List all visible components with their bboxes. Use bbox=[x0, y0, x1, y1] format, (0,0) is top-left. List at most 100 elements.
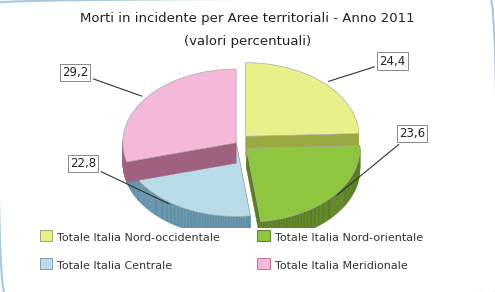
Polygon shape bbox=[134, 175, 135, 196]
Polygon shape bbox=[304, 211, 305, 232]
Polygon shape bbox=[131, 170, 132, 192]
Polygon shape bbox=[145, 187, 146, 208]
Polygon shape bbox=[130, 169, 131, 190]
Polygon shape bbox=[269, 220, 271, 241]
Polygon shape bbox=[216, 215, 218, 236]
Polygon shape bbox=[227, 216, 229, 237]
Polygon shape bbox=[246, 133, 359, 157]
Polygon shape bbox=[153, 193, 155, 214]
Polygon shape bbox=[345, 184, 346, 205]
Polygon shape bbox=[226, 216, 227, 237]
Polygon shape bbox=[198, 212, 200, 233]
Polygon shape bbox=[191, 210, 193, 231]
Polygon shape bbox=[239, 216, 241, 237]
Polygon shape bbox=[158, 196, 159, 218]
Polygon shape bbox=[224, 216, 226, 237]
Polygon shape bbox=[161, 198, 162, 219]
Polygon shape bbox=[329, 198, 330, 219]
Polygon shape bbox=[344, 185, 345, 206]
Polygon shape bbox=[242, 216, 244, 237]
Polygon shape bbox=[188, 209, 190, 230]
Polygon shape bbox=[132, 172, 133, 193]
Polygon shape bbox=[325, 201, 327, 222]
Polygon shape bbox=[214, 215, 216, 236]
Polygon shape bbox=[246, 216, 247, 237]
Polygon shape bbox=[350, 177, 351, 198]
Polygon shape bbox=[276, 219, 277, 240]
Polygon shape bbox=[272, 220, 274, 241]
Polygon shape bbox=[290, 216, 292, 237]
Polygon shape bbox=[318, 205, 319, 226]
Polygon shape bbox=[305, 211, 307, 232]
Text: Totale Italia Centrale: Totale Italia Centrale bbox=[57, 261, 172, 271]
Polygon shape bbox=[322, 203, 323, 224]
Polygon shape bbox=[244, 216, 246, 237]
Polygon shape bbox=[346, 182, 347, 203]
Polygon shape bbox=[157, 196, 158, 217]
Polygon shape bbox=[271, 220, 272, 241]
Polygon shape bbox=[229, 216, 231, 237]
Polygon shape bbox=[174, 204, 175, 225]
Polygon shape bbox=[323, 202, 324, 223]
Polygon shape bbox=[237, 216, 239, 237]
Polygon shape bbox=[194, 211, 196, 232]
Polygon shape bbox=[349, 179, 350, 200]
Polygon shape bbox=[144, 186, 145, 207]
Polygon shape bbox=[262, 221, 264, 242]
Polygon shape bbox=[333, 196, 334, 217]
Polygon shape bbox=[141, 182, 142, 204]
Polygon shape bbox=[247, 216, 249, 237]
Polygon shape bbox=[164, 200, 166, 221]
Polygon shape bbox=[314, 207, 315, 228]
Polygon shape bbox=[274, 220, 276, 240]
Polygon shape bbox=[298, 214, 299, 234]
Polygon shape bbox=[218, 215, 219, 236]
Polygon shape bbox=[348, 180, 349, 201]
Polygon shape bbox=[179, 206, 181, 227]
Polygon shape bbox=[330, 197, 331, 219]
Polygon shape bbox=[236, 216, 237, 237]
Polygon shape bbox=[331, 197, 333, 218]
Polygon shape bbox=[319, 204, 320, 225]
Polygon shape bbox=[297, 214, 298, 235]
Polygon shape bbox=[150, 191, 151, 212]
Polygon shape bbox=[162, 199, 163, 220]
Polygon shape bbox=[142, 183, 143, 205]
Polygon shape bbox=[206, 214, 208, 234]
Polygon shape bbox=[143, 184, 144, 206]
Polygon shape bbox=[155, 194, 156, 215]
Polygon shape bbox=[301, 213, 302, 234]
Polygon shape bbox=[133, 173, 134, 194]
Polygon shape bbox=[193, 211, 194, 232]
Polygon shape bbox=[177, 205, 178, 226]
Polygon shape bbox=[311, 208, 312, 230]
Polygon shape bbox=[196, 211, 197, 232]
Text: Totale Italia Nord-orientale: Totale Italia Nord-orientale bbox=[275, 233, 423, 243]
Text: 24,4: 24,4 bbox=[329, 55, 406, 81]
Text: 29,2: 29,2 bbox=[62, 66, 142, 96]
Polygon shape bbox=[167, 201, 168, 222]
Polygon shape bbox=[151, 192, 152, 213]
Polygon shape bbox=[335, 194, 336, 215]
Polygon shape bbox=[287, 217, 289, 238]
Polygon shape bbox=[181, 207, 182, 228]
Polygon shape bbox=[166, 201, 167, 222]
Polygon shape bbox=[182, 208, 184, 228]
Polygon shape bbox=[126, 161, 127, 182]
Polygon shape bbox=[241, 216, 242, 237]
Polygon shape bbox=[185, 208, 187, 230]
Text: 22,8: 22,8 bbox=[70, 157, 169, 204]
Polygon shape bbox=[170, 202, 171, 223]
Polygon shape bbox=[171, 203, 172, 224]
Text: Totale Italia Nord-occidentale: Totale Italia Nord-occidentale bbox=[57, 233, 220, 243]
Polygon shape bbox=[339, 190, 340, 212]
Polygon shape bbox=[211, 215, 213, 235]
Polygon shape bbox=[138, 180, 139, 201]
Polygon shape bbox=[221, 216, 223, 236]
Polygon shape bbox=[353, 172, 354, 193]
Polygon shape bbox=[284, 218, 286, 239]
Polygon shape bbox=[327, 200, 328, 221]
Polygon shape bbox=[178, 206, 179, 227]
Polygon shape bbox=[139, 180, 140, 202]
Polygon shape bbox=[340, 190, 341, 211]
